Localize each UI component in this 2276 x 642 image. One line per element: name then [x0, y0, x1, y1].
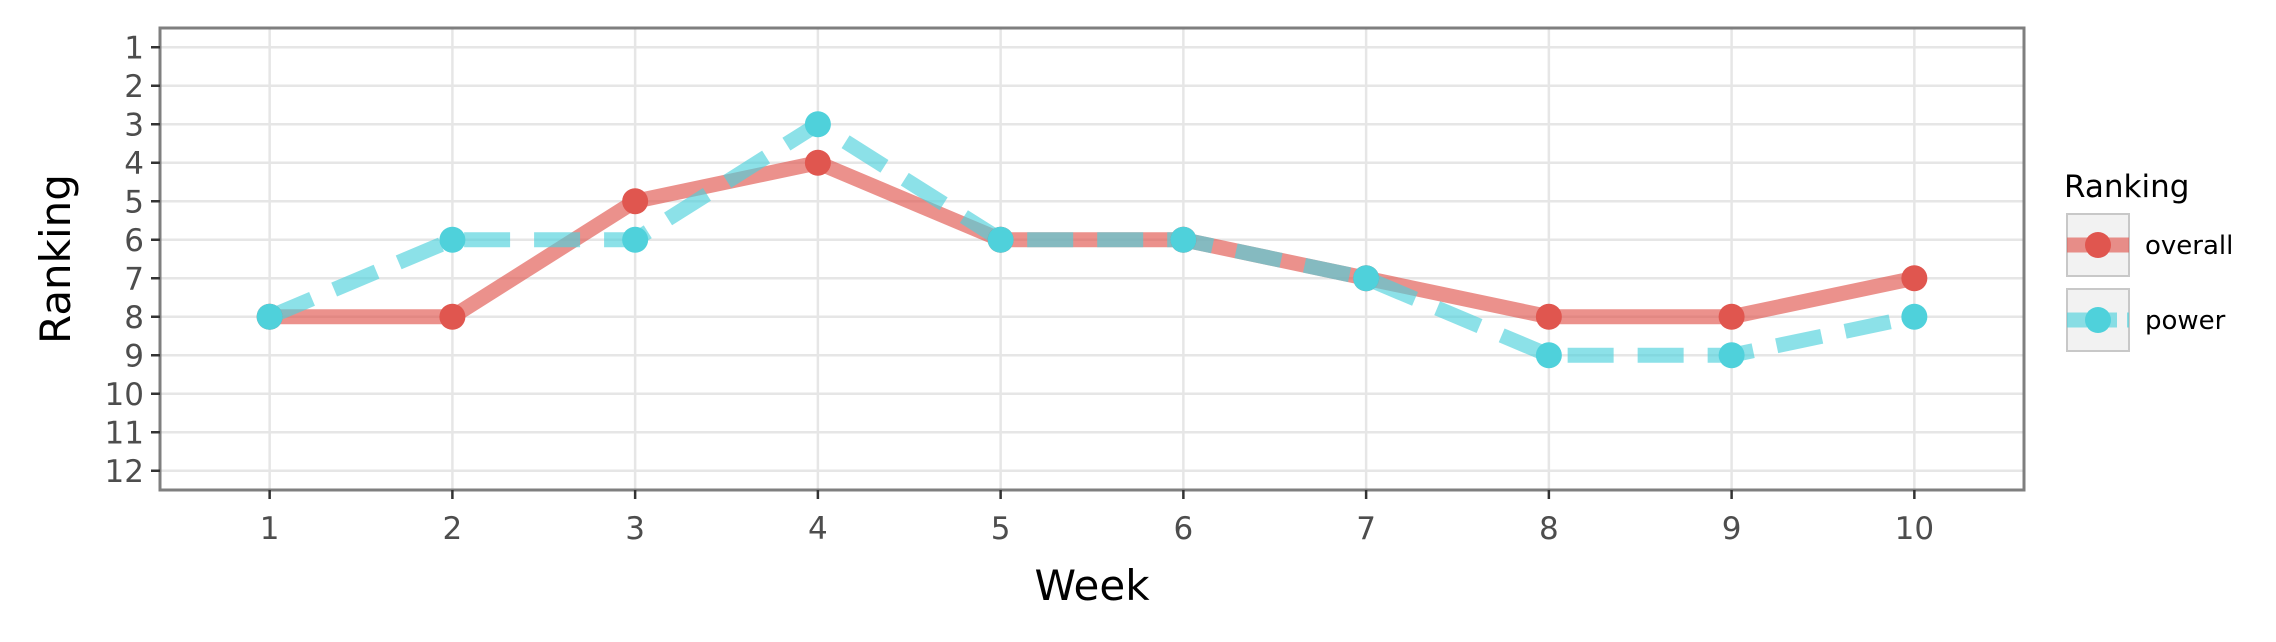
data-point-overall — [1901, 265, 1928, 292]
legend-key-marker-power — [2085, 307, 2111, 333]
data-point-overall — [1718, 303, 1745, 330]
data-point-overall — [1535, 303, 1562, 330]
data-point-power — [987, 226, 1014, 253]
data-point-power — [256, 303, 283, 330]
data-point-power — [1901, 303, 1928, 330]
y-tick-label: 2 — [124, 69, 144, 105]
legend-key-marker-overall — [2085, 232, 2111, 258]
x-tick-label: 8 — [1539, 511, 1559, 547]
data-point-overall — [804, 149, 831, 176]
data-point-power — [1353, 265, 1380, 292]
x-tick-label: 7 — [1356, 511, 1376, 547]
panel-border — [158, 26, 2026, 492]
y-tick-label: 8 — [124, 300, 144, 336]
series-layer — [256, 111, 1928, 369]
y-axis-title: Ranking — [31, 174, 80, 344]
y-tick-label: 9 — [124, 338, 144, 374]
data-point-overall — [622, 188, 649, 215]
data-point-power — [439, 226, 466, 253]
x-tick-label: 9 — [1722, 511, 1742, 547]
y-tick-label: 4 — [124, 146, 144, 182]
x-tick-label: 3 — [625, 511, 645, 547]
legend: Ranking overall power — [2064, 169, 2233, 352]
data-point-power — [804, 111, 831, 138]
y-tick-label: 10 — [105, 377, 144, 413]
y-tick-label: 7 — [124, 261, 144, 297]
data-point-power — [622, 226, 649, 253]
series-line-overall — [269, 155, 1916, 325]
x-tick-label: 1 — [260, 511, 280, 547]
y-tick-label: 11 — [105, 415, 144, 451]
y-tick-label: 3 — [124, 107, 144, 143]
y-tick-label: 1 — [124, 30, 144, 66]
series-line-power — [266, 116, 1916, 363]
legend-label-power: power — [2145, 306, 2226, 336]
x-tick-label: 2 — [443, 511, 463, 547]
y-tick-label: 5 — [124, 184, 144, 220]
x-tick-label: 6 — [1174, 511, 1194, 547]
x-tick-label: 5 — [991, 511, 1011, 547]
y-tick-label: 6 — [124, 223, 144, 259]
x-axis-title: Week — [1034, 561, 1150, 610]
legend-label-overall: overall — [2145, 231, 2233, 261]
data-point-overall — [439, 303, 466, 330]
y-tick-label: 12 — [105, 454, 144, 490]
x-tick-label: 4 — [808, 511, 828, 547]
data-point-power — [1718, 342, 1745, 369]
legend-title: Ranking — [2064, 169, 2189, 205]
x-tick-label: 10 — [1895, 511, 1934, 547]
data-point-power — [1170, 226, 1197, 253]
data-point-power — [1535, 342, 1562, 369]
